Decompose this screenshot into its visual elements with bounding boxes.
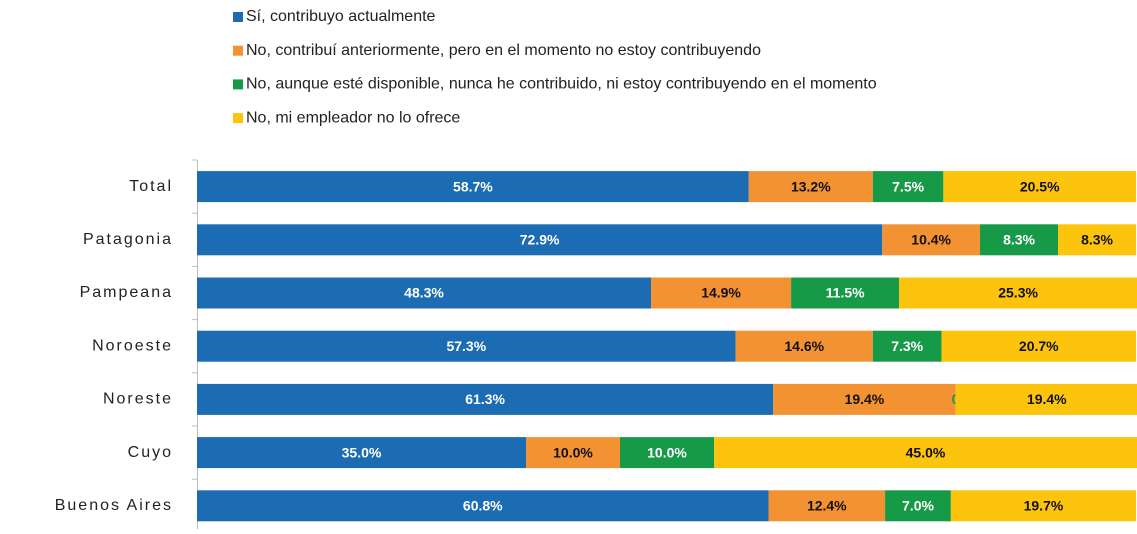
- y-tick-label: Noroeste: [92, 337, 173, 354]
- bar-segment: [773, 383, 956, 415]
- data-label: 8.3%: [1003, 232, 1035, 248]
- legend-swatch: [233, 79, 243, 90]
- bar-segment: [885, 490, 951, 522]
- legend-label: Sí, contribuyo actualmente: [246, 8, 436, 25]
- bar-segment: [872, 171, 944, 203]
- data-label: 35.0%: [342, 444, 382, 460]
- bar-segment: [872, 330, 942, 362]
- bar-segment: [882, 224, 981, 256]
- data-label: 10.0%: [647, 444, 687, 460]
- data-label: 12.4%: [807, 498, 847, 514]
- bar-segment: [980, 224, 1059, 256]
- legend-label: No, aunque esté disponible, nunca he con…: [246, 76, 877, 93]
- bar-segment: [714, 437, 1137, 469]
- data-label: 13.2%: [791, 178, 831, 194]
- y-tick-label: Buenos Aires: [55, 497, 173, 514]
- bar-segment: [941, 330, 1137, 362]
- data-label: 19.4%: [1027, 391, 1067, 407]
- data-label: 20.7%: [1019, 338, 1059, 354]
- bar-segment: [955, 383, 1137, 415]
- y-tick-label: Total: [129, 178, 173, 195]
- data-label: 58.7%: [453, 178, 493, 194]
- data-label: 20.5%: [1020, 178, 1060, 194]
- bar-segment: [197, 277, 652, 309]
- data-label: 60.8%: [463, 498, 503, 514]
- bar-segment: [943, 171, 1137, 203]
- bar-segment: [197, 490, 769, 522]
- bar-segment: [197, 330, 736, 362]
- bar-segment: [651, 277, 792, 309]
- bar-segment: [748, 171, 873, 203]
- legend-swatch: [233, 113, 243, 124]
- data-label: 8.3%: [1081, 232, 1113, 248]
- bar-segment: [768, 490, 886, 522]
- bar-segment: [197, 224, 883, 256]
- bar-segment: [197, 437, 526, 469]
- bar-segment: [735, 330, 873, 362]
- y-tick-label: Cuyo: [128, 444, 173, 461]
- data-label: 19.7%: [1024, 498, 1064, 514]
- bar-segment: [197, 383, 774, 415]
- data-label: 10.4%: [911, 232, 951, 248]
- bar-segment: [526, 437, 620, 469]
- data-label: 11.5%: [826, 285, 865, 301]
- data-label: 72.9%: [520, 232, 560, 248]
- legend-swatch: [233, 12, 243, 22]
- y-tick-label: Noreste: [103, 391, 173, 408]
- bar-segment: [1058, 224, 1137, 256]
- data-label: 7.5%: [892, 178, 924, 194]
- data-label: 7.0%: [902, 498, 934, 514]
- data-label: 14.9%: [701, 285, 741, 301]
- data-label: 19.4%: [845, 391, 885, 407]
- data-label: 14.6%: [784, 338, 824, 354]
- bar-segment: [620, 437, 714, 469]
- data-label: 48.3%: [404, 285, 444, 301]
- data-label: 25.3%: [998, 285, 1038, 301]
- data-label: 61.3%: [465, 391, 505, 407]
- legend-label: No, contribuí anteriormente, pero en el …: [246, 42, 761, 59]
- bar-segment: [950, 490, 1137, 522]
- data-label: 57.3%: [446, 338, 486, 354]
- y-tick-label: Patagonia: [83, 231, 173, 248]
- data-label: 10.0%: [553, 444, 593, 460]
- bar-segment: [899, 277, 1137, 309]
- bar-segment: [197, 171, 749, 203]
- bar-segment: [791, 277, 900, 309]
- legend-swatch: [233, 45, 243, 56]
- legend-label: No, mi empleador no lo ofrece: [246, 109, 460, 126]
- data-label: 7.3%: [891, 338, 923, 354]
- y-tick-label: Pampeana: [80, 284, 173, 301]
- data-label: 45.0%: [906, 444, 946, 460]
